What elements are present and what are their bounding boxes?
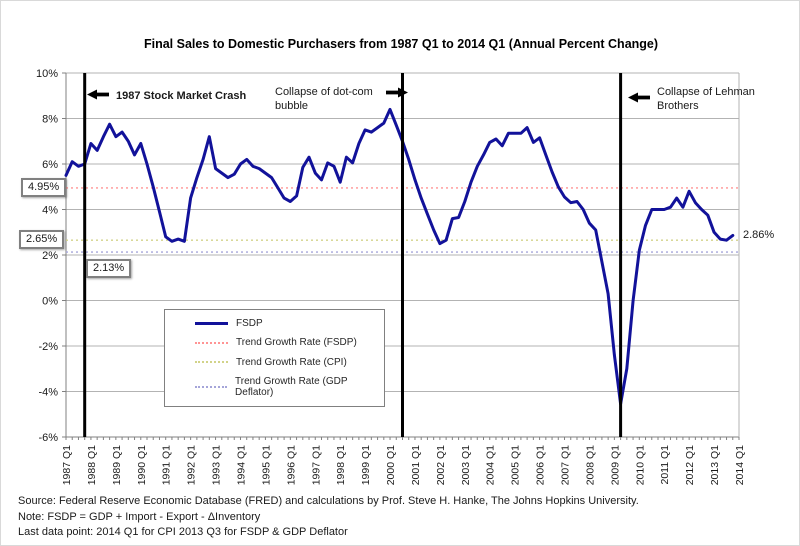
x-tick-label: 1999 Q1 [360, 445, 372, 485]
annotation-1987-crash: 1987 Stock Market Crash [87, 89, 246, 103]
x-tick-label: 1991 Q1 [161, 445, 173, 485]
x-tick-label: 2007 Q1 [560, 445, 572, 485]
legend-swatch [195, 361, 228, 364]
legend-label: Trend Growth Rate (FSDP) [236, 337, 357, 349]
right-arrow-icon [386, 87, 408, 101]
annotation-text: Collapse of Lehman Brothers [657, 86, 755, 112]
y-tick-label: 0% [42, 296, 58, 308]
x-tick-label: 2014 Q1 [734, 445, 746, 485]
x-tick-label: 2011 Q1 [659, 445, 671, 485]
y-tick-label: 8% [42, 114, 58, 126]
legend-item: Trend Growth Rate (FSDP) [195, 337, 384, 348]
legend-label: Trend Growth Rate (GDP Deflator) [235, 375, 348, 398]
x-tick-label: 1988 Q1 [86, 445, 98, 485]
x-tick-label: 1993 Q1 [211, 445, 223, 485]
x-tick-label: 1994 Q1 [236, 445, 248, 485]
source-line: Source: Federal Reserve Economic Databas… [18, 495, 639, 507]
x-tick-label: 1989 Q1 [111, 445, 123, 485]
last-data-line: Last data point: 2014 Q1 for CPI 2013 Q3… [18, 526, 348, 538]
x-tick-label: 2008 Q1 [584, 445, 596, 485]
y-tick-label: 10% [36, 68, 58, 80]
x-tick-label: 1990 Q1 [136, 445, 148, 485]
y-tick-label: 2% [42, 250, 58, 262]
x-tick-label: 2001 Q1 [410, 445, 422, 485]
x-tick-label: 1995 Q1 [260, 445, 272, 485]
annotation-text: Collapse of dot-com bubble [275, 86, 373, 112]
x-tick-label: 2005 Q1 [510, 445, 522, 485]
x-tick-label: 1996 Q1 [285, 445, 297, 485]
chart-title: Final Sales to Domestic Purchasers from … [143, 37, 659, 51]
plot-svg: 10% 8% 6% 4% 2% 0% -2% -4% -6%1987 Q1 1988 Q1 1989… [36, 68, 746, 485]
trend-value-label-gdp-deflator: 2.13% [86, 259, 132, 278]
annotation-dotcom: Collapse of dot-com bubble [275, 85, 408, 113]
last-point-label: 2.86% [743, 229, 775, 241]
axes: 10% 8% 6% 4% 2% 0% -2% -4% -6%1987 Q1 1988 Q1 1989… [36, 68, 746, 485]
x-tick-label: 2013 Q1 [709, 445, 721, 485]
x-tick-label: 2006 Q1 [535, 445, 547, 485]
x-tick-label: 1987 Q1 [61, 445, 73, 485]
annotation-lehman: Collapse of Lehman Brothers [628, 85, 757, 113]
x-tick-label: 2003 Q1 [460, 445, 472, 485]
legend: FSDP Trend Growth Rate (FSDP) Trend Growth… [164, 309, 385, 407]
legend-label: Trend Growth Rate (CPI) [236, 356, 347, 368]
left-arrow-icon [87, 89, 109, 103]
x-tick-label: 2009 Q1 [609, 445, 621, 485]
x-tick-label: 1992 Q1 [186, 445, 198, 485]
y-tick-label: -2% [38, 341, 58, 353]
x-tick-label: 2000 Q1 [385, 445, 397, 485]
y-tick-label: -4% [38, 387, 58, 399]
y-tick-label: -6% [38, 432, 58, 444]
x-tick-label: 2012 Q1 [684, 445, 696, 485]
legend-label: FSDP [236, 318, 263, 330]
legend-item: Trend Growth Rate (CPI) [195, 357, 384, 368]
note-line: Note: FSDP = GDP + Import - Export - ΔIn… [18, 510, 261, 523]
x-tick-label: 1998 Q1 [335, 445, 347, 485]
trend-value-label-cpi: 2.65% [19, 230, 65, 249]
legend-swatch [195, 322, 228, 326]
left-arrow-icon [628, 92, 650, 106]
trend-value-label-fsdp: 4.95% [21, 178, 67, 197]
legend-swatch [195, 341, 228, 344]
legend-item: FSDP [195, 318, 384, 329]
x-tick-label: 2004 Q1 [485, 445, 497, 485]
y-tick-label: 6% [42, 159, 58, 171]
x-tick-label: 1997 Q1 [310, 445, 322, 485]
legend-swatch [195, 385, 228, 388]
annotation-text: 1987 Stock Market Crash [116, 90, 247, 102]
y-tick-label: 4% [42, 205, 58, 217]
legend-item: Trend Growth Rate (GDP Deflator) [195, 376, 384, 398]
x-tick-label: 2002 Q1 [435, 445, 447, 485]
footer: Source: Federal Reserve Economic Databas… [18, 494, 639, 541]
x-tick-label: 2010 Q1 [634, 445, 646, 485]
